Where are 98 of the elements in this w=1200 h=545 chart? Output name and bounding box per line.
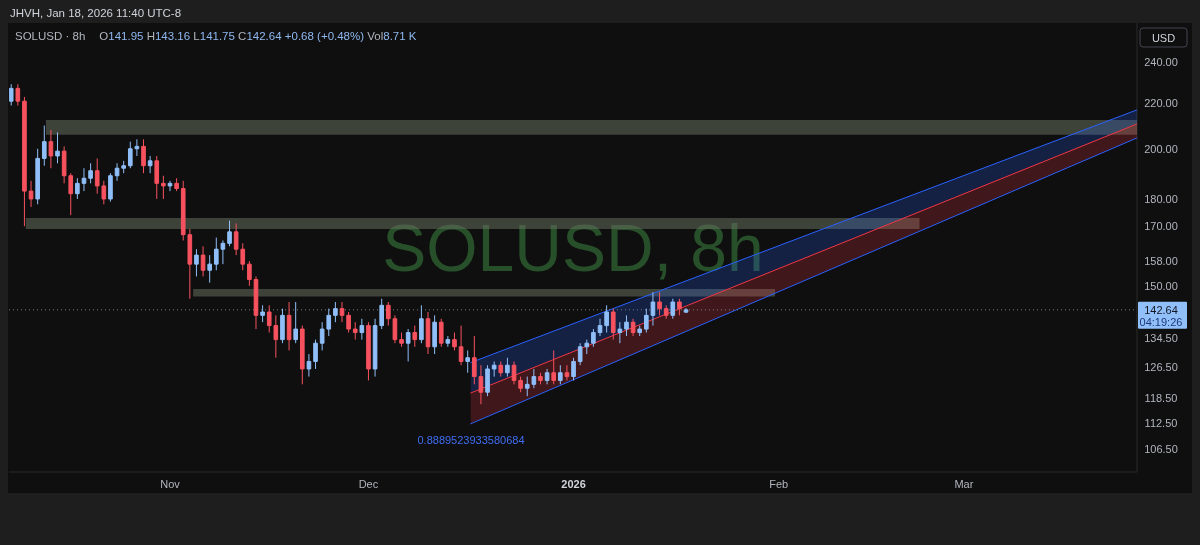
candlestick <box>604 304 609 334</box>
candlestick <box>419 304 424 344</box>
candlestick <box>637 325 643 337</box>
y-tick-label: 134.50 <box>1144 331 1178 344</box>
candlestick <box>174 177 179 192</box>
candlestick <box>432 314 437 355</box>
candlestick <box>491 360 497 378</box>
candlestick <box>405 328 411 362</box>
x-tick-label: Dec <box>358 478 379 490</box>
candlestick <box>333 301 338 323</box>
candlestick <box>485 364 490 397</box>
y-tick-label: 220.00 <box>1144 97 1178 110</box>
candlestick <box>247 260 252 287</box>
candlestick <box>683 307 689 314</box>
candlestick <box>538 372 543 385</box>
candlestick <box>108 172 113 203</box>
candlestick <box>399 332 404 348</box>
candlestick <box>22 96 27 227</box>
candlestick <box>511 360 517 385</box>
candlestick <box>75 177 80 200</box>
x-tick-label: Feb <box>769 478 789 490</box>
candlestick <box>670 298 676 320</box>
text: 04:19:26 <box>1139 315 1183 328</box>
annotation: SOLUSD, 8h <box>382 210 764 285</box>
candlestick <box>505 357 510 378</box>
candlestick <box>141 138 146 174</box>
text: JHVH, Jan 18, 2026 11:40 UTC-8 <box>10 7 182 19</box>
y-tick-label: 106.50 <box>1144 443 1178 456</box>
candlestick <box>518 376 523 393</box>
candlestick <box>617 321 623 344</box>
candlestick <box>200 245 206 277</box>
x-tick-label: Nov <box>160 478 181 490</box>
candlestick <box>571 357 576 381</box>
candlestick <box>597 318 603 337</box>
candlestick <box>306 353 312 378</box>
candlestick <box>677 298 682 316</box>
candlestick <box>346 311 351 334</box>
y-tick-label: 180.00 <box>1144 192 1178 205</box>
candlestick <box>313 339 318 370</box>
candlestick <box>41 125 47 167</box>
y-axis-title: USD <box>1151 31 1176 44</box>
y-tick-label: 240.00 <box>1144 55 1178 68</box>
candlestick <box>48 129 54 169</box>
y-tick-label: 150.00 <box>1144 279 1178 292</box>
candlestick <box>425 311 431 355</box>
candlestick <box>253 275 259 330</box>
candlestick <box>551 349 557 385</box>
candlestick <box>280 308 285 344</box>
candlestick <box>299 325 305 385</box>
candlestick <box>339 301 345 323</box>
candlestick <box>564 364 570 381</box>
candlestick <box>352 321 358 341</box>
candlestick <box>28 180 34 208</box>
y-tick-label: 126.50 <box>1144 361 1178 374</box>
candlestick <box>161 175 166 200</box>
candlestick <box>498 360 504 378</box>
candlestick <box>15 83 21 107</box>
candlestick <box>293 301 299 344</box>
candlestick <box>630 318 636 337</box>
candlestick <box>227 220 232 247</box>
text: SOLUSD · 8h <box>15 30 86 42</box>
candlestick <box>286 301 292 351</box>
candlestick <box>465 349 471 374</box>
candlestick <box>88 162 93 184</box>
candlestick <box>207 254 212 284</box>
annotation: 0.8889523933580684 <box>417 434 525 446</box>
candlestick <box>458 325 464 366</box>
x-tick-label: 2026 <box>561 478 586 490</box>
candlestick <box>147 155 153 174</box>
candlestick <box>9 83 14 107</box>
candlestick <box>194 248 199 277</box>
candlestick <box>624 314 629 337</box>
candlestick <box>452 332 457 351</box>
candlestick <box>544 368 550 385</box>
text: O141.95 H143.16 L141.75 C142.64 +0.68 (+0.48%) Vol8.71 K <box>99 30 417 42</box>
x-tick-label: Mar <box>954 478 974 490</box>
candlestick <box>591 328 596 348</box>
candlestick <box>657 291 662 316</box>
y-tick-label: 112.50 <box>1144 416 1178 429</box>
candlestick <box>81 167 87 192</box>
ref-line-label: 142.64 <box>1144 303 1178 316</box>
candlestick <box>438 318 444 348</box>
y-tick-label: 158.00 <box>1144 255 1178 268</box>
candlestick <box>412 325 418 348</box>
y-tick-label: 170.00 <box>1144 220 1178 233</box>
candlestick <box>167 180 173 192</box>
candlestick <box>260 304 265 323</box>
candlestick <box>445 335 451 348</box>
candlestick <box>359 318 365 341</box>
candlestick <box>366 321 371 381</box>
y-tick-label: 200.00 <box>1144 142 1178 155</box>
y-tick-label: 118.50 <box>1144 392 1178 405</box>
candlestick <box>610 308 616 341</box>
candlestick <box>558 364 563 385</box>
candlestick <box>154 155 160 200</box>
candlestick <box>663 304 669 320</box>
candlestick <box>35 148 40 205</box>
candlestick <box>55 131 60 164</box>
